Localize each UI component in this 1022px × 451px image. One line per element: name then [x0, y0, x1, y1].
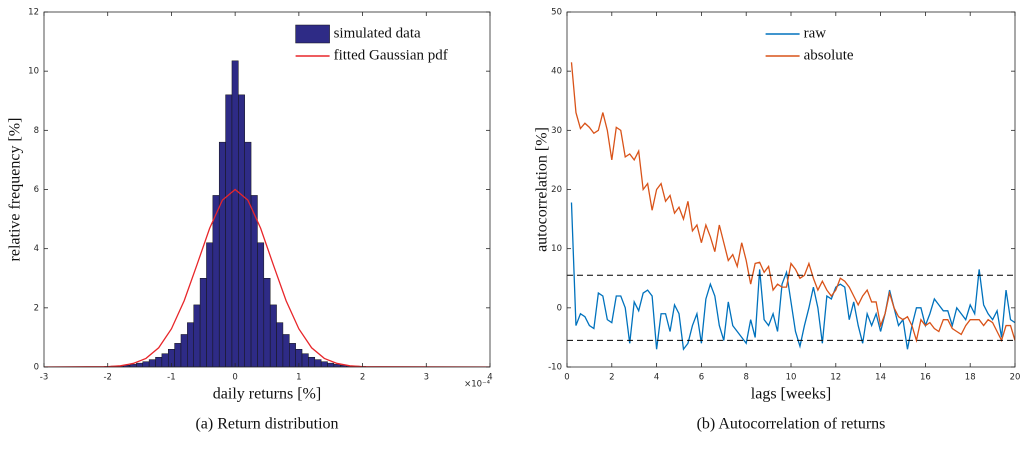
- legend-label: simulated data: [334, 25, 421, 41]
- histogram-bar: [320, 361, 328, 367]
- y-tick-label: 0: [34, 363, 39, 373]
- histogram-bar: [282, 334, 290, 367]
- histogram-bar: [289, 343, 296, 367]
- y-tick-label: 4: [34, 244, 39, 254]
- histogram-bar: [263, 278, 271, 367]
- legend-label: raw: [804, 25, 827, 41]
- histogram-bar: [193, 304, 201, 367]
- x-tick-label: -3: [40, 373, 48, 383]
- histogram-bar: [218, 141, 226, 367]
- y-tick-label: -10: [548, 363, 562, 373]
- histogram-bar: [225, 94, 233, 367]
- y-tick-label: 8: [34, 126, 39, 136]
- histogram-bar: [206, 242, 214, 367]
- histogram-bar: [257, 242, 265, 367]
- series-line: [570, 62, 1015, 343]
- histogram-bar: [142, 361, 150, 367]
- caption: (a) Return distribution: [195, 416, 338, 433]
- y-tick-label: 50: [551, 8, 562, 18]
- histogram-bar: [308, 356, 316, 367]
- plot-content: [567, 62, 1015, 351]
- histogram-bar: [269, 304, 277, 367]
- caption: (b) Autocorrelation of returns: [697, 416, 886, 433]
- x-axis-label: daily returns [%]: [213, 386, 321, 403]
- x-tick-label: 20: [1010, 373, 1021, 383]
- x-tick-label: 16: [920, 373, 931, 383]
- histogram-bar: [136, 362, 144, 367]
- x-tick-label: 6: [699, 373, 704, 383]
- histogram-bar: [155, 356, 163, 367]
- y-tick-label: 2: [34, 303, 39, 313]
- x-tick-label: 4: [487, 373, 492, 383]
- y-tick-label: 10: [551, 244, 562, 254]
- y-tick-label: 0: [557, 303, 562, 313]
- x-axis-label: lags [weeks]: [751, 386, 831, 403]
- x-tick-label: 2: [360, 373, 365, 383]
- x-tick-label: 12: [830, 373, 841, 383]
- histogram-bar: [250, 195, 258, 367]
- x-tick-label: 4: [654, 373, 659, 383]
- y-tick-label: 12: [28, 8, 39, 18]
- y-tick-label: 30: [551, 126, 562, 136]
- plot-content: [44, 60, 490, 367]
- x-tick-label: 1: [296, 373, 301, 383]
- y-tick-label: 20: [551, 185, 562, 195]
- histogram-bar: [231, 60, 239, 367]
- histogram-bar: [187, 322, 194, 367]
- x-tick-label: -2: [103, 373, 111, 383]
- histogram-bar: [161, 353, 169, 367]
- x-tick-label: 0: [232, 373, 237, 383]
- x-tick-label: 10: [786, 373, 797, 383]
- y-tick-label: 10: [28, 67, 39, 77]
- histogram-bar: [212, 195, 220, 367]
- y-axis-label: relative frequency [%]: [7, 118, 24, 262]
- series-line: [44, 188, 490, 367]
- legend: simulated data fitted Gaussian pdf: [295, 24, 448, 63]
- x-tick-label: -1: [167, 373, 175, 383]
- y-tick-label: 40: [551, 67, 562, 77]
- histogram-bar: [276, 322, 284, 367]
- histogram-bar: [238, 94, 245, 367]
- x-tick-label: 2: [609, 373, 614, 383]
- histogram-bar: [314, 359, 322, 367]
- histogram-bar: [244, 141, 252, 367]
- plot-area: [567, 12, 1015, 367]
- x-tick-label: 0: [564, 373, 569, 383]
- legend-swatch: [295, 24, 330, 44]
- y-tick-label: 6: [34, 185, 39, 195]
- series-line: [570, 202, 1015, 351]
- histogram-bar: [148, 359, 156, 367]
- histogram-bar: [199, 278, 207, 367]
- legend-label: absolute: [804, 47, 854, 63]
- x-multiplier: ×10⁻⁴: [464, 380, 490, 390]
- x-tick-label: 18: [965, 373, 976, 383]
- histogram-bar: [180, 334, 188, 367]
- y-axis-label: autocorrelation [%]: [534, 127, 551, 252]
- histogram-bar: [301, 353, 309, 367]
- histogram-bar: [327, 362, 335, 367]
- x-tick-label: 3: [424, 373, 429, 383]
- legend-label: fitted Gaussian pdf: [334, 47, 448, 63]
- x-tick-label: 8: [743, 373, 748, 383]
- x-tick-label: 14: [875, 373, 886, 383]
- histogram-bar: [174, 343, 182, 367]
- legend: raw absolute: [765, 25, 854, 63]
